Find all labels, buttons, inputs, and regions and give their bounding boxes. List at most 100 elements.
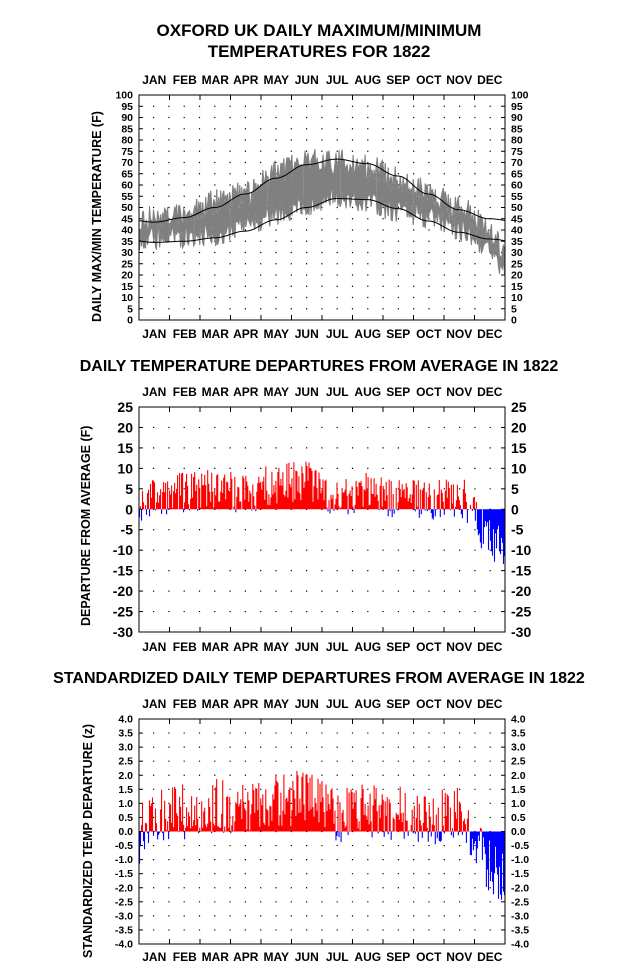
month-label-top: MAR <box>202 385 230 399</box>
month-label-top: JUL <box>326 73 349 87</box>
y-tick-label-left: 60 <box>121 180 133 192</box>
y-tick-label-right: -1.0 <box>511 854 529 866</box>
month-label-bottom: NOV <box>446 950 472 964</box>
y-tick-label-left: 70 <box>121 157 133 169</box>
y-tick-label-right: 60 <box>511 180 523 192</box>
y-tick-label-left: 30 <box>121 247 133 259</box>
chart2-plot: JANJANFEBFEBMARMARAPRAPRMAYMAYJUNJUNJULJ… <box>113 385 532 654</box>
month-label-bottom: SEP <box>386 640 410 654</box>
y-tick-label-right: 45 <box>511 213 523 225</box>
month-label-bottom: AUG <box>354 950 381 964</box>
y-tick-label-right: -25 <box>511 604 531 620</box>
month-label-top: JUL <box>326 385 349 399</box>
month-label-bottom: JUN <box>295 950 319 964</box>
y-tick-label-left: 0.0 <box>118 826 133 838</box>
month-label-top: DEC <box>477 697 503 711</box>
month-label-bottom: SEP <box>386 327 410 341</box>
chart1-title-line2: TEMPERATURES FOR 1822 <box>207 42 431 61</box>
y-tick-label-left: -4.0 <box>115 939 133 951</box>
y-tick-label-right: 4.0 <box>511 714 526 726</box>
month-label-top: APR <box>233 385 259 399</box>
y-tick-label-right: 1.0 <box>511 798 526 810</box>
month-label-top: MAY <box>263 697 289 711</box>
y-tick-label-left: 0 <box>125 501 133 517</box>
month-label-top: FEB <box>173 73 197 87</box>
month-label-top: JAN <box>142 385 166 399</box>
month-label-top: JUN <box>295 697 319 711</box>
y-tick-label-right: 1.5 <box>511 784 526 796</box>
y-tick-label-right: -3.0 <box>511 910 529 922</box>
y-tick-label-left: 3.5 <box>118 728 133 740</box>
y-tick-label-left: -10 <box>113 542 133 558</box>
y-tick-label-left: 10 <box>117 460 133 476</box>
y-tick-label-left: 95 <box>121 101 133 113</box>
y-tick-label-left: 75 <box>121 146 133 158</box>
month-label-bottom: MAR <box>202 327 230 341</box>
month-label-bottom: NOV <box>446 327 472 341</box>
daily-max-line <box>139 149 505 261</box>
y-tick-label-right: -2.5 <box>511 896 529 908</box>
y-tick-label-left: -15 <box>113 563 133 579</box>
normal-max-line <box>139 158 505 223</box>
month-label-top: AUG <box>354 73 381 87</box>
month-label-top: DEC <box>477 385 503 399</box>
month-label-bottom: AUG <box>354 327 381 341</box>
y-tick-label-left: 2.0 <box>118 770 133 782</box>
month-label-bottom: JAN <box>142 640 166 654</box>
chart1-frame <box>138 94 506 321</box>
y-tick-label-left: 85 <box>121 123 133 135</box>
y-tick-label-right: 2.0 <box>511 770 526 782</box>
month-label-bottom: JAN <box>142 327 166 341</box>
y-tick-label-left: 20 <box>117 419 133 435</box>
y-tick-label-right: -1.5 <box>511 868 529 880</box>
y-tick-label-right: 70 <box>511 157 523 169</box>
normal-min-line <box>139 198 505 243</box>
month-label-top: NOV <box>446 385 472 399</box>
y-tick-label-left: 25 <box>121 258 133 270</box>
y-tick-label-right: 35 <box>511 236 523 248</box>
y-tick-label-left: 15 <box>117 440 133 456</box>
y-tick-label-right: 5 <box>511 303 517 315</box>
month-label-bottom: APR <box>233 640 259 654</box>
chart1-plot: JANJANFEBFEBMARMARAPRAPRMAYMAYJUNJUNJULJ… <box>115 73 528 341</box>
y-tick-label-left: -2.0 <box>115 882 133 894</box>
y-tick-label-left: 2.5 <box>118 756 133 768</box>
y-tick-label-left: -25 <box>113 604 133 620</box>
month-label-top: FEB <box>173 385 197 399</box>
month-label-top: SEP <box>386 697 410 711</box>
month-label-bottom: JAN <box>142 950 166 964</box>
negative-departure-bars <box>138 831 506 900</box>
y-tick-label-right: 20 <box>511 270 523 282</box>
month-label-bottom: NOV <box>446 640 472 654</box>
month-label-top: MAR <box>202 73 230 87</box>
month-label-top: NOV <box>446 697 472 711</box>
y-tick-label-right: 15 <box>511 281 523 293</box>
month-label-bottom: MAR <box>202 950 230 964</box>
y-tick-label-right: -10 <box>511 542 531 558</box>
month-label-top: AUG <box>354 697 381 711</box>
y-tick-label-left: 3.0 <box>118 742 133 754</box>
y-tick-label-left: 80 <box>121 135 133 147</box>
month-label-bottom: APR <box>233 327 259 341</box>
y-tick-label-right: -0.5 <box>511 840 529 852</box>
y-tick-label-right: 55 <box>511 191 523 203</box>
y-tick-label-left: 1.5 <box>118 784 133 796</box>
y-tick-label-right: -3.5 <box>511 924 529 936</box>
month-label-top: MAY <box>263 385 289 399</box>
positive-departure-bars <box>140 771 482 832</box>
month-label-bottom: APR <box>233 950 259 964</box>
month-label-bottom: DEC <box>477 950 503 964</box>
y-tick-label-left: 25 <box>117 399 133 415</box>
y-tick-label-left: 1.0 <box>118 798 133 810</box>
y-tick-label-left: 35 <box>121 236 133 248</box>
y-tick-label-right: 65 <box>511 168 523 180</box>
y-tick-label-right: 0.0 <box>511 826 526 838</box>
y-tick-label-right: 75 <box>511 146 523 158</box>
negative-departure-bars <box>138 509 506 564</box>
month-label-top: JUN <box>295 385 319 399</box>
y-tick-label-right: -4.0 <box>511 939 529 951</box>
month-label-bottom: MAY <box>263 640 289 654</box>
y-tick-label-left: -1.5 <box>115 868 133 880</box>
y-tick-label-right: 3.0 <box>511 742 526 754</box>
y-tick-label-left: 55 <box>121 191 133 203</box>
